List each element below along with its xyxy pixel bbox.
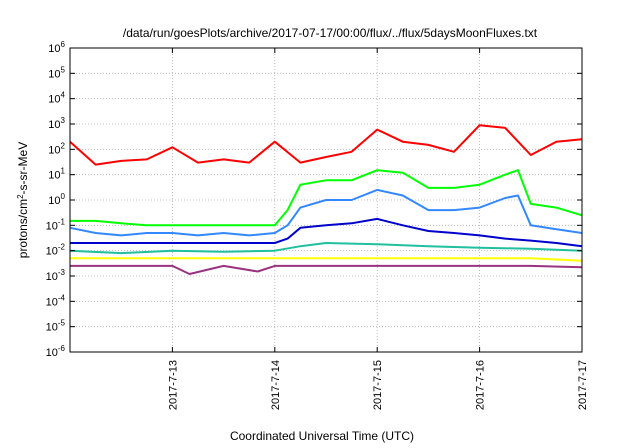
y-tick-label: 105: [48, 65, 65, 80]
series-line-2: [70, 169, 583, 227]
series-line-6: [70, 257, 583, 262]
y-tick-label: 100: [48, 192, 65, 207]
x-tick-label: 2017-7-17: [577, 360, 589, 410]
series-line-5: [69, 242, 583, 255]
y-tick-label: 10-1: [46, 217, 66, 232]
y-tick-label: 10-6: [46, 344, 66, 359]
y-tick-label: 102: [48, 141, 65, 156]
y-tick-label: 10-2: [46, 243, 66, 258]
chart-title: /data/run/goesPlots/archive/2017-07-17/0…: [123, 26, 538, 40]
y-tick-label: 10-5: [46, 319, 66, 334]
y-tick-label: 10-3: [46, 268, 66, 283]
x-tick-label: 2017-7-15: [372, 360, 384, 410]
y-tick-label: 10-4: [46, 293, 66, 308]
series-line-4: [70, 217, 583, 248]
y-axis-label-base: protons/cm: [16, 199, 30, 258]
x-tick-label: 2017-7-16: [475, 360, 487, 410]
y-tick-label: 103: [48, 116, 65, 131]
y-axis-label-rest: -s-sr-MeV: [16, 142, 30, 195]
series-line-7: [70, 264, 583, 275]
axis-ticks: 10-6 10-5 10-4 10-3 10-2 10-1 100 101 102 103 104 1…: [46, 40, 589, 410]
x-axis-label: Coordinated Universal Time (UTC): [230, 429, 414, 443]
y-tick-label: 104: [48, 91, 65, 106]
series-line-1: [69, 124, 583, 166]
series-lines: [69, 124, 583, 275]
y-axis-label: protons/cm2-s-sr-MeV: [16, 142, 31, 258]
y-axis-label-sup: 2: [16, 194, 25, 199]
x-tick-label: 2017-7-14: [270, 360, 282, 410]
series-line-3: [69, 188, 583, 237]
y-tick-label: 106: [48, 40, 65, 55]
x-tick-label: 2017-7-13: [167, 360, 179, 410]
y-tick-label: 101: [48, 167, 65, 182]
grid: [70, 48, 582, 352]
